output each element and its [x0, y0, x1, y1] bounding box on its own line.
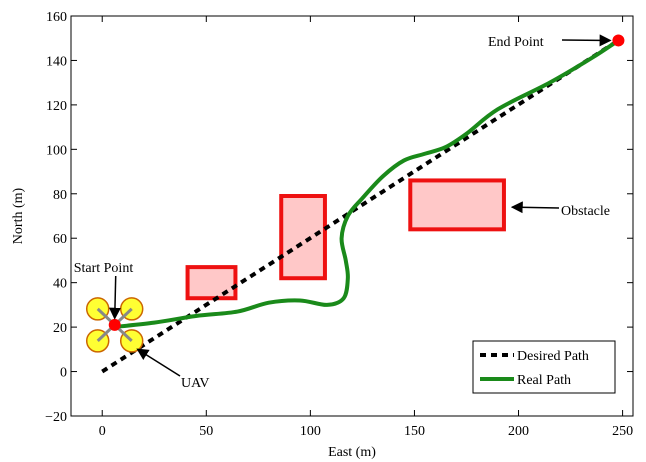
- annotation-end-point: End Point: [488, 35, 544, 50]
- legend: Desired Path Real Path: [472, 340, 616, 394]
- legend-label-real-path: Real Path: [517, 373, 571, 388]
- plot-content: [85, 34, 625, 377]
- annotations: Start Point End Point Obstacle UAV: [74, 35, 610, 391]
- annotation-obstacle: Obstacle: [561, 204, 610, 219]
- y-axis-label: North (m): [11, 187, 26, 244]
- x-tick-label: 250: [612, 424, 633, 439]
- x-tick-label: 50: [199, 424, 213, 439]
- y-tick-label: 120: [46, 99, 67, 114]
- x-axis-label: East (m): [328, 445, 376, 460]
- obstacle-rect: [185, 265, 238, 301]
- start-arrow: [108, 275, 121, 320]
- y-tick-label: −20: [45, 410, 67, 425]
- y-tick-label: 160: [46, 10, 67, 25]
- y-tick-label: 140: [46, 54, 67, 69]
- annotation-start-point: Start Point: [74, 261, 134, 276]
- y-tick-label: 60: [53, 232, 67, 247]
- end-point-marker: [612, 34, 625, 47]
- legend-label-desired-path: Desired Path: [517, 349, 589, 364]
- start-point-marker: [108, 318, 121, 331]
- obstacle-arrow: [510, 201, 560, 214]
- obstacle-rect: [279, 194, 327, 281]
- y-tick-label: 0: [60, 366, 67, 381]
- uav-arrow: [136, 348, 181, 377]
- y-tick-label: 80: [53, 188, 67, 203]
- ticks: 0 50 100 150 200 250 −20 0 20 40 60 80 100 120 140 160: [45, 10, 633, 439]
- x-tick-label: 100: [300, 424, 321, 439]
- x-tick-label: 150: [404, 424, 425, 439]
- axes-box: [70, 15, 634, 417]
- legend-box: [472, 340, 616, 394]
- real-path-line: [112, 38, 620, 330]
- y-tick-label: 100: [46, 143, 67, 158]
- annotation-uav: UAV: [181, 376, 210, 391]
- desired-path-line: [101, 38, 620, 374]
- y-tick-label: 40: [53, 277, 67, 292]
- obstacle-rect: [408, 178, 506, 232]
- y-tick-label: 20: [53, 321, 67, 336]
- x-tick-label: 200: [508, 424, 529, 439]
- x-tick-label: 0: [99, 424, 106, 439]
